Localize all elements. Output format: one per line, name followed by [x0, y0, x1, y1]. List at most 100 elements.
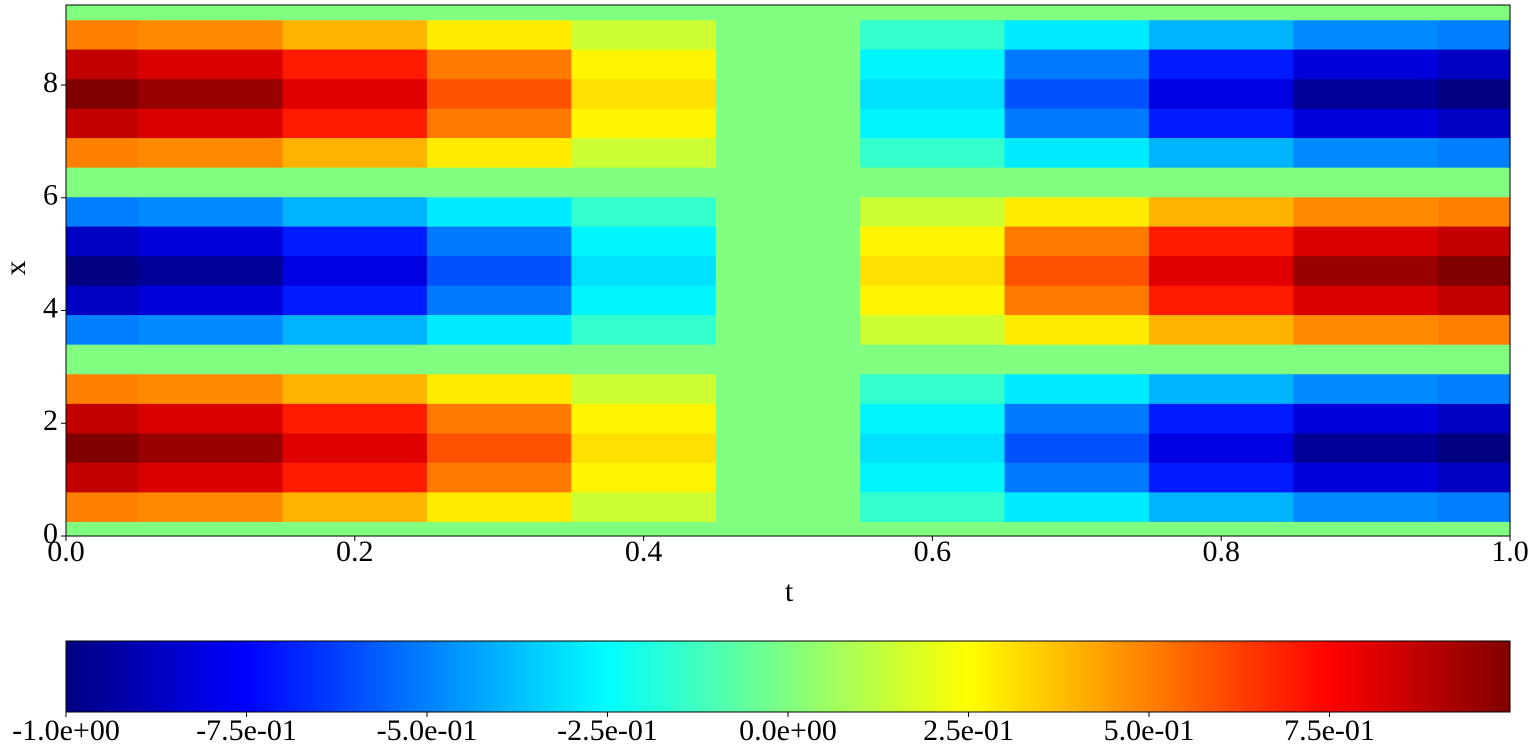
heat-cell [138, 137, 284, 168]
heat-cell [138, 108, 284, 139]
heat-cell [427, 137, 572, 168]
heat-cell [66, 167, 139, 198]
heat-cell [138, 78, 284, 109]
heat-cell [1149, 373, 1294, 404]
heat-cell [860, 432, 1006, 463]
heat-cell [427, 225, 572, 257]
heat-cell [1293, 373, 1439, 404]
heat-cell [1149, 137, 1294, 168]
heat-cell [66, 403, 139, 434]
heat-cell [1149, 48, 1294, 80]
heat-cell [1004, 19, 1150, 50]
heat-cell [66, 314, 139, 345]
heat-cell [66, 108, 139, 139]
colorbar-tick-label: -7.5e-01 [196, 714, 297, 747]
heat-cell [571, 255, 717, 286]
heat-cell [427, 167, 572, 198]
heat-cell [571, 285, 717, 316]
heat-cell [1437, 521, 1511, 537]
heat-cell [1293, 285, 1439, 316]
heat-cell [427, 285, 572, 316]
colorbar-tick-label: 7.5e-01 [1284, 714, 1375, 747]
heat-cell [1149, 167, 1294, 198]
heat-cell [138, 373, 284, 404]
heat-cell [282, 521, 428, 537]
heat-cell [427, 344, 572, 375]
heat-cell [138, 344, 284, 375]
heat-cell [1437, 108, 1511, 139]
heat-cell [1437, 48, 1511, 80]
heat-cell [1437, 403, 1511, 434]
heat-cell [282, 344, 428, 375]
heat-cell [571, 462, 717, 493]
heat-cell [282, 403, 428, 434]
heat-cell [427, 491, 572, 522]
heat-cell [860, 5, 1006, 21]
y-tick-label: 6 [43, 179, 58, 212]
heat-cell [138, 491, 284, 522]
heat-cell [282, 19, 428, 50]
heat-cell [860, 167, 1006, 198]
heat-cell [1004, 108, 1150, 139]
y-tick-label: 8 [43, 66, 58, 99]
heat-cell [1004, 167, 1150, 198]
x-tick-label: 0.8 [1202, 535, 1240, 568]
heat-cell [1004, 314, 1150, 345]
heat-cell [427, 314, 572, 345]
heat-cell [715, 344, 861, 375]
heat-cell [571, 491, 717, 522]
heat-cell [860, 373, 1006, 404]
colorbar [65, 640, 1511, 713]
heat-cell [282, 432, 428, 463]
heat-cell [860, 491, 1006, 522]
plot-frame [65, 4, 1511, 537]
heat-cell [282, 285, 428, 316]
heat-cell [66, 255, 139, 286]
colorbar-tick-label: -1.0e+00 [12, 714, 120, 747]
heat-cell [1149, 403, 1294, 434]
heat-cell [571, 78, 717, 109]
heat-cell [427, 373, 572, 404]
heat-cell [282, 225, 428, 257]
heat-cell [427, 78, 572, 109]
heat-cell [571, 48, 717, 80]
heat-cell [715, 78, 861, 109]
heat-cell [427, 108, 572, 139]
heat-cell [1149, 5, 1294, 21]
x-tick-label: 0.4 [625, 535, 663, 568]
heat-cell [66, 196, 139, 227]
heat-cell [715, 48, 861, 80]
heat-cell [66, 344, 139, 375]
heat-cell [427, 48, 572, 80]
heat-cell [571, 167, 717, 198]
heat-cell [1437, 373, 1511, 404]
heat-cell [138, 521, 284, 537]
heat-cell [715, 373, 861, 404]
heat-cell [715, 314, 861, 345]
heat-cell [1149, 255, 1294, 286]
heat-cell [715, 255, 861, 286]
heat-cell [138, 432, 284, 463]
colorbar-tick-label: -5.0e-01 [377, 714, 478, 747]
heat-cell [282, 108, 428, 139]
x-tick-label: 0.6 [914, 535, 952, 568]
heat-cell [1293, 19, 1439, 50]
heat-cell [571, 225, 717, 257]
heat-cell [1293, 403, 1439, 434]
heat-cell [1004, 373, 1150, 404]
colorbar-tick-label: 0.0e+00 [739, 714, 837, 747]
y-tick-label: 2 [43, 404, 58, 437]
heat-cell [715, 108, 861, 139]
heat-cell [1293, 48, 1439, 80]
heat-cell [1004, 491, 1150, 522]
heat-cell [138, 5, 284, 21]
heat-cell [1004, 137, 1150, 168]
heat-cell [1149, 314, 1294, 345]
y-tick-label: 0 [43, 517, 58, 550]
heat-cell [860, 48, 1006, 80]
heat-cell [571, 314, 717, 345]
heat-cell [571, 196, 717, 227]
heat-cell [138, 255, 284, 286]
